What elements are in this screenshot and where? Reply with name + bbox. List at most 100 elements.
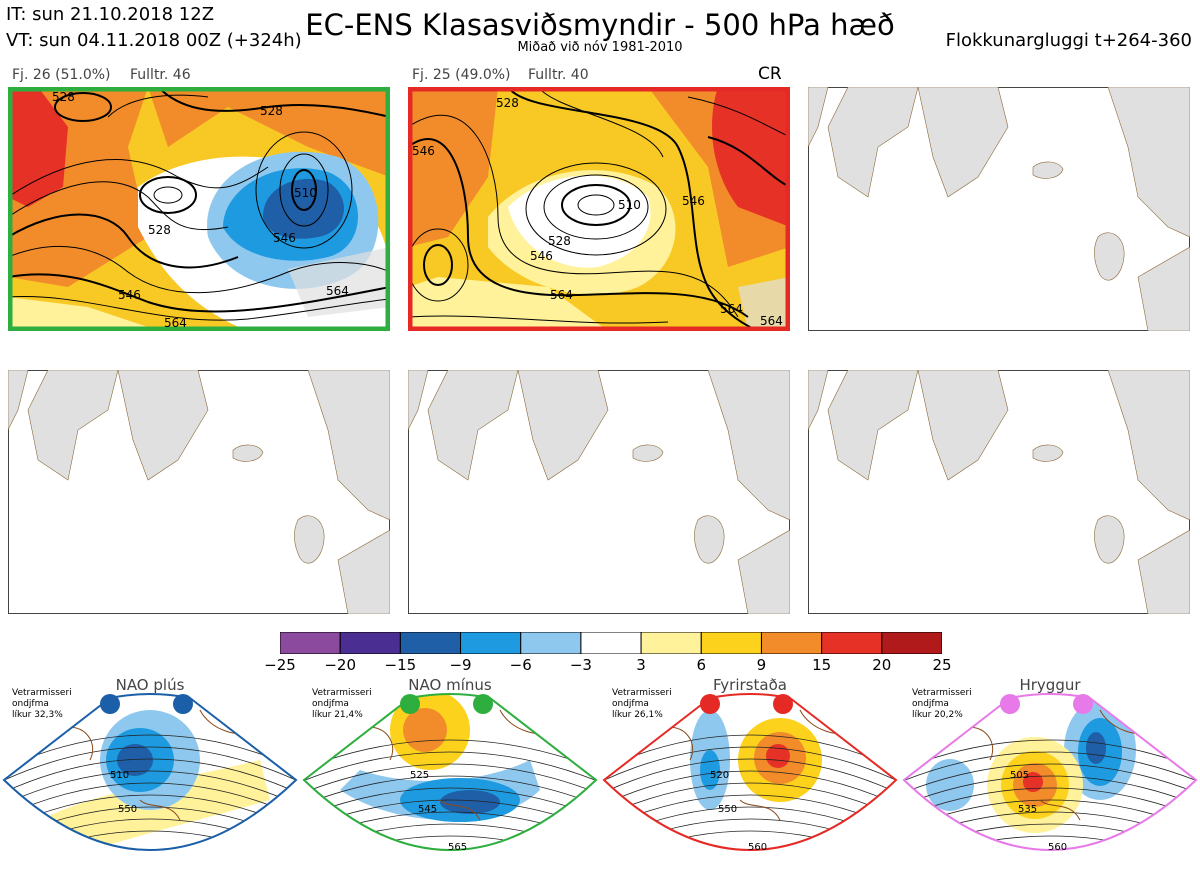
colorbar-segment xyxy=(339,631,401,655)
regime-map: 525 545 565 xyxy=(302,693,598,853)
regime-map: 510 550 xyxy=(2,693,298,851)
regime-contour-label: 535 xyxy=(1018,804,1037,815)
regime-marker xyxy=(700,694,720,714)
empty-map-panel xyxy=(8,370,390,614)
page-title: EC-ENS Klasasviðsmyndir - 500 hPa hæð xyxy=(305,8,895,42)
regime-marker xyxy=(1073,694,1093,714)
regime-contour-label: 520 xyxy=(710,770,729,781)
regime-info-line: Vetrarmisseri xyxy=(312,688,372,698)
regime-marker xyxy=(473,694,493,714)
regime-title: Hryggur xyxy=(1019,676,1081,694)
contour-label: 564 xyxy=(326,284,349,298)
contour-label: 528 xyxy=(148,223,171,237)
regime-info-line: ondjfma xyxy=(12,699,49,709)
regime-marker xyxy=(100,694,120,714)
page-subtitle: Miðað við nóv 1981-2010 xyxy=(517,40,683,55)
regime-contour-label: 550 xyxy=(718,804,737,815)
initial-time: IT: sun 21.10.2018 12Z xyxy=(6,4,215,25)
regime-contour-label: 550 xyxy=(118,804,137,815)
colorbar-segment xyxy=(520,631,582,655)
contour-label: 564 xyxy=(760,314,783,328)
colorbar-segment xyxy=(760,631,823,655)
cluster-1-label: Fj. 26 (51.0%) xyxy=(12,67,111,83)
colorbar-segment xyxy=(399,631,462,655)
colorbar-tick-label: 15 xyxy=(812,656,832,674)
colorbar-tick-label: −25 xyxy=(264,656,296,674)
regime-info-line: ondjfma xyxy=(912,699,949,709)
regime-info-line: líkur 32,3% xyxy=(12,710,63,720)
colorbar-segment xyxy=(821,631,883,655)
colorbar-tick-label: −3 xyxy=(569,656,592,674)
window-label: Flokkunargluggi t+264-360 xyxy=(945,30,1192,51)
contour-label: 528 xyxy=(496,96,519,110)
colorbar-tick-label: −20 xyxy=(324,656,356,674)
contour-label: 546 xyxy=(682,194,705,208)
regime-info: Vetrarmisseri ondjfma líkur 20,2% xyxy=(912,688,972,721)
regime-map: 520 550 560 xyxy=(602,693,898,853)
contour-label: 546 xyxy=(412,144,435,158)
regime-info-line: líkur 26,1% xyxy=(612,710,663,720)
regime-code: CR xyxy=(758,64,782,84)
contour-label: 510 xyxy=(294,186,317,200)
regime-marker xyxy=(173,694,193,714)
contour-label: 546 xyxy=(530,249,553,263)
land-shapes xyxy=(408,370,790,614)
regime-contour-label: 565 xyxy=(448,842,467,853)
colorbar-segment xyxy=(881,631,943,655)
colorbar-segment xyxy=(279,631,341,655)
cluster-1-map[interactable]: 528 528 546 546 564 564 528 510 xyxy=(8,87,390,331)
contour-label: 564 xyxy=(720,302,743,316)
regime-contour-label: 505 xyxy=(1010,770,1029,781)
colorbar-tick-label: −6 xyxy=(509,656,532,674)
colorbar-tick-label: 6 xyxy=(696,656,707,674)
valid-time: VT: sun 04.11.2018 00Z (+324h) xyxy=(6,30,302,51)
regime-info-line: ondjfma xyxy=(612,699,649,709)
regime-info-line: líkur 21,4% xyxy=(312,710,363,720)
regime-contour-label: 560 xyxy=(1048,842,1067,853)
regime-info-line: Vetrarmisseri xyxy=(912,688,972,698)
contour-label: 546 xyxy=(273,231,296,245)
empty-map-panel xyxy=(408,370,790,614)
colorbar-tick-label: 9 xyxy=(756,656,767,674)
empty-map-panel xyxy=(808,87,1190,331)
regime-info-line: líkur 20,2% xyxy=(912,710,963,720)
contour-label: 528 xyxy=(52,90,75,104)
land-shapes xyxy=(808,370,1190,614)
regime-info: Vetrarmisseri ondjfma líkur 26,1% xyxy=(612,688,672,721)
regime-title: NAO mínus xyxy=(408,676,492,694)
colorbar-segment xyxy=(700,631,762,655)
land-shapes xyxy=(808,87,1190,331)
colorbar-tick-label: −9 xyxy=(449,656,472,674)
regime-marker xyxy=(773,694,793,714)
contour-label: 528 xyxy=(548,234,571,248)
regime-info-line: ondjfma xyxy=(312,699,349,709)
cluster-1-representative: Fulltr. 46 xyxy=(130,67,191,83)
regime-contour-label: 560 xyxy=(748,842,767,853)
colorbar-tick-label: 3 xyxy=(636,656,646,674)
contour-label: 510 xyxy=(618,198,641,212)
contour-label: 528 xyxy=(260,104,283,118)
colorbar xyxy=(279,631,943,655)
land-shapes xyxy=(8,370,390,614)
regime-contour-label: 510 xyxy=(110,770,129,781)
colorbar-segment xyxy=(460,631,522,655)
contour-label: 564 xyxy=(550,288,573,302)
regime-map: 505 535 560 xyxy=(902,693,1198,853)
empty-map-panel xyxy=(808,370,1190,614)
cluster-2-label: Fj. 25 (49.0%) xyxy=(412,67,511,83)
colorbar-tick-label: −15 xyxy=(384,656,417,674)
cluster-2-map[interactable]: 528 546 528 546 510 546 564 564 564 xyxy=(408,87,790,331)
regime-info: Vetrarmisseri ondjfma líkur 32,3% xyxy=(12,688,72,721)
regime-info-line: Vetrarmisseri xyxy=(612,688,672,698)
regime-marker xyxy=(1000,694,1020,714)
cluster-2-representative: Fulltr. 40 xyxy=(528,67,589,83)
colorbar-segment xyxy=(580,631,642,655)
regime-contour-label: 545 xyxy=(418,804,437,815)
regime-info-line: Vetrarmisseri xyxy=(12,688,72,698)
regime-title: NAO plús xyxy=(115,676,185,694)
regime-marker xyxy=(400,694,420,714)
regime-contour-label: 525 xyxy=(410,770,429,781)
regime-info: Vetrarmisseri ondjfma líkur 21,4% xyxy=(312,688,372,721)
contour-label: 546 xyxy=(118,288,141,302)
regime-title: Fyrirstaða xyxy=(713,676,787,694)
